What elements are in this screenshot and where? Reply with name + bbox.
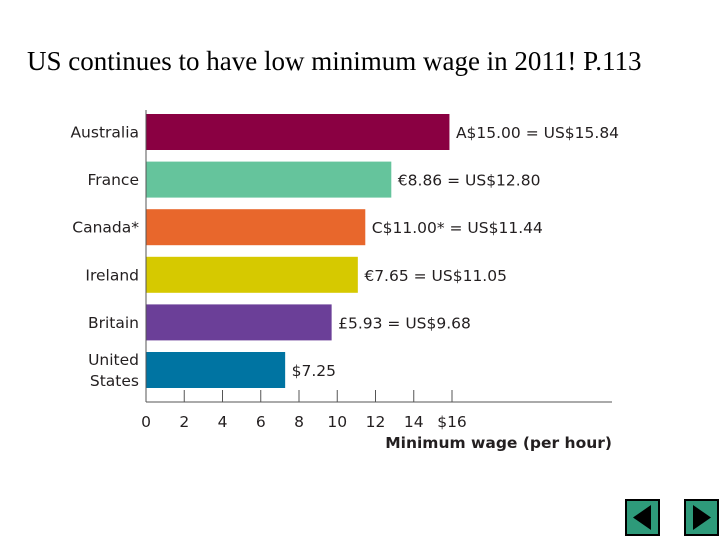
x-tick-label: 2 [179, 413, 189, 431]
data-label: €7.65 = US$11.05 [364, 267, 507, 285]
category-label: France [87, 171, 139, 189]
data-label: £5.93 = US$9.68 [338, 314, 471, 332]
bar [146, 304, 332, 341]
x-tick-label: 0 [141, 413, 151, 431]
triangle-right-icon [693, 505, 711, 530]
bar [146, 209, 366, 246]
bar [146, 352, 286, 388]
x-tick-label: 10 [327, 413, 347, 431]
category-label: Ireland [85, 266, 139, 284]
x-tick-label: 6 [256, 413, 266, 431]
data-label: A$15.00 = US$15.84 [456, 124, 619, 142]
bar [146, 256, 358, 293]
data-label: C$11.00* = US$11.44 [372, 219, 543, 237]
bar [146, 161, 392, 198]
category-label: Australia [70, 124, 139, 142]
triangle-left-icon [633, 505, 651, 530]
slide-title: US continues to have low minimum wage in… [27, 46, 642, 76]
category-label: Britain [88, 314, 139, 332]
x-axis-title: Minimum wage (per hour) [385, 434, 612, 452]
data-label: $7.25 [292, 362, 336, 380]
category-label: Canada* [72, 219, 139, 237]
data-label: €8.86 = US$12.80 [398, 172, 541, 190]
bar [146, 114, 450, 150]
x-tick-label: 12 [366, 413, 386, 431]
category-label: United [88, 351, 139, 369]
x-tick-label: 14 [404, 413, 424, 431]
x-tick-label: $16 [437, 413, 467, 431]
x-tick-label: 4 [218, 413, 228, 431]
next-slide-button[interactable] [684, 499, 719, 536]
previous-slide-button[interactable] [625, 499, 660, 536]
x-tick-label: 8 [294, 413, 304, 431]
category-label: States [90, 372, 139, 390]
